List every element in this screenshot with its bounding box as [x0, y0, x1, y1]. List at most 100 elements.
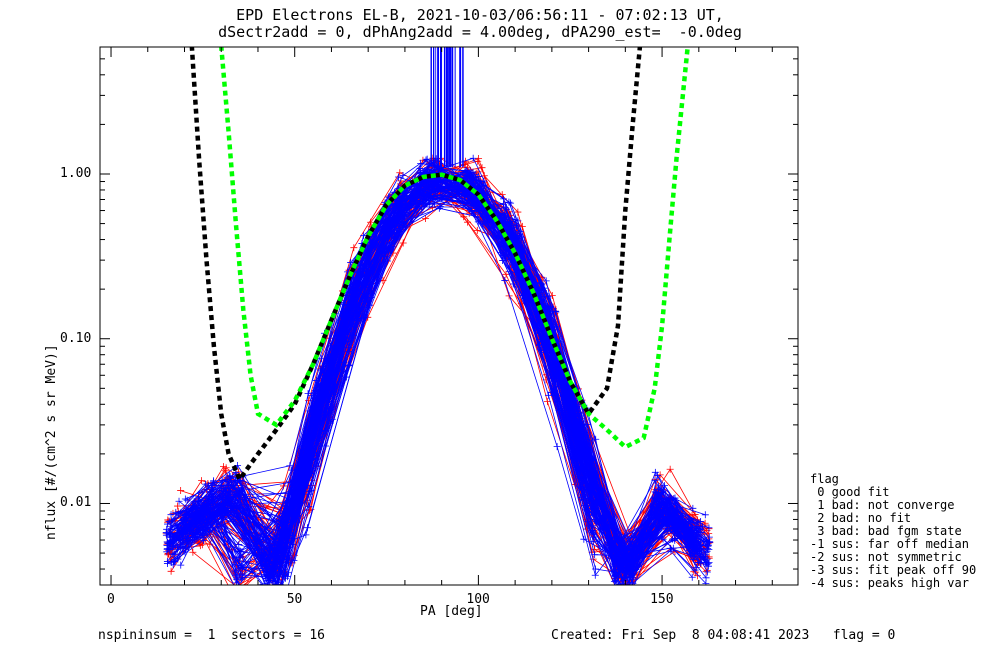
data-trace [186, 186, 707, 583]
data-point [221, 493, 229, 501]
data-point [198, 477, 206, 485]
x-axis-label: PA [deg] [420, 604, 483, 619]
data-point [469, 154, 477, 162]
data-point [162, 531, 170, 539]
data-point [651, 468, 659, 476]
data-point [174, 502, 182, 510]
data-point [422, 215, 430, 223]
data-point [613, 586, 620, 593]
y-tick-label: 1.00 [60, 165, 92, 181]
data-point [470, 210, 478, 218]
data-point [385, 193, 393, 201]
data-point [591, 571, 599, 579]
data-point [591, 565, 599, 573]
data-point [277, 586, 284, 593]
data-point [576, 482, 584, 490]
fit-curves [189, 47, 690, 484]
data-point [397, 177, 405, 185]
data-point [232, 579, 240, 585]
plot-axes [99, 46, 799, 586]
legend-header: flag [810, 472, 839, 486]
data-point [355, 315, 363, 323]
data-point [611, 560, 619, 568]
data-point [701, 511, 709, 519]
data-point [305, 503, 313, 511]
data-point [669, 544, 677, 552]
data-point [692, 532, 700, 540]
data-point [610, 577, 618, 585]
data-point [612, 578, 620, 585]
data-point [705, 538, 713, 546]
data-point [383, 221, 391, 229]
data-point [175, 497, 183, 505]
data-point [274, 581, 282, 585]
data-point [262, 574, 270, 582]
data-point [460, 213, 468, 221]
data-point [583, 467, 591, 475]
data-point [177, 561, 185, 569]
data-point [208, 518, 216, 526]
data-point [698, 523, 706, 531]
data-point [502, 270, 510, 278]
data-point [692, 523, 700, 531]
data-point [622, 586, 629, 593]
data-point [304, 482, 312, 490]
data-point [347, 258, 355, 266]
data-point [266, 583, 268, 585]
data-point [614, 566, 622, 574]
data-point [228, 481, 236, 489]
data-trace [186, 159, 693, 564]
data-point [514, 208, 522, 216]
data-point [417, 169, 425, 177]
data-point [220, 507, 228, 515]
data-point [545, 391, 553, 399]
data-point [166, 546, 174, 554]
data-point [163, 557, 171, 565]
data-point [328, 369, 336, 377]
legend-item: 1 bad: not converge [810, 498, 955, 512]
data-point [659, 507, 667, 515]
data-point [227, 586, 234, 593]
data-point [418, 203, 426, 211]
data-point [235, 540, 243, 548]
data-point [666, 465, 674, 473]
data-point [226, 473, 234, 481]
data-point [507, 199, 515, 207]
data-point [655, 501, 663, 509]
data-point [669, 535, 677, 543]
data-point [499, 201, 507, 209]
data-point [177, 487, 185, 495]
data-point [286, 462, 294, 470]
legend-item: -2 sus: not symmetric [810, 550, 962, 564]
data-point [183, 496, 191, 504]
data-point [689, 529, 697, 537]
data-point [231, 561, 239, 569]
data-point [230, 504, 238, 512]
data-point [705, 545, 713, 553]
data-point [399, 239, 407, 247]
data-point [278, 543, 286, 551]
y-tick-label: 0.10 [60, 330, 92, 346]
data-point [170, 551, 178, 559]
x-tick-label: 150 [650, 592, 674, 607]
data-point [553, 443, 561, 451]
data-point [691, 566, 699, 574]
data-point [630, 560, 638, 568]
data-point [197, 519, 205, 527]
legend-item: -3 sus: fit peak off 90 [810, 563, 977, 577]
data-point [217, 486, 225, 494]
data-point [322, 426, 330, 434]
data-point [225, 472, 233, 480]
data-point [233, 586, 240, 593]
data-point [350, 244, 358, 252]
data-point [196, 505, 204, 513]
data-point [366, 301, 374, 309]
data-point [222, 464, 230, 472]
data-point [219, 500, 227, 508]
data-point [620, 586, 627, 593]
data-point [202, 480, 210, 488]
data-point [163, 530, 171, 538]
data-point [181, 495, 189, 503]
data-point [182, 545, 190, 553]
data-point [621, 568, 629, 576]
